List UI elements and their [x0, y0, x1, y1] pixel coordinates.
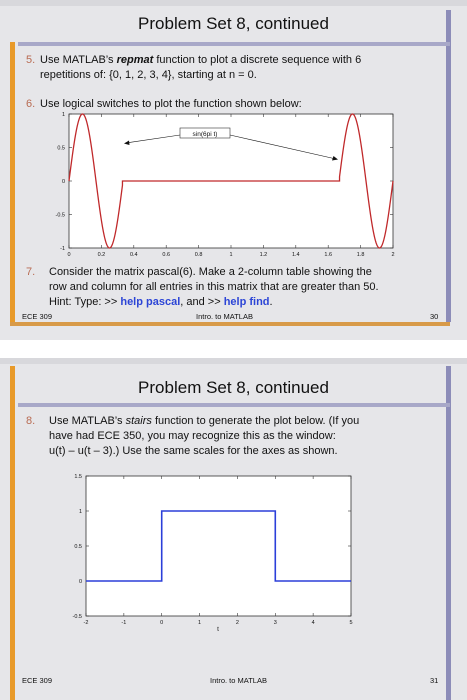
plot-area [85, 475, 352, 617]
x-tick-label: 0.2 [98, 252, 106, 258]
page-title: Problem Set 8, continued [138, 378, 329, 397]
footer-center: Intro. to MATLAB [210, 676, 267, 685]
stairs-plot: -2 -1 0 1 2 3 4 5 1.5 1 0.5 0 -0.5 t [73, 474, 353, 633]
item-number: 5. [26, 54, 36, 66]
item-text: Use MATLAB’s [40, 54, 117, 66]
hint-text: Hint: Type: >> [49, 296, 121, 308]
y-tick-label: 0.5 [74, 544, 82, 550]
page-number: 30 [430, 312, 439, 321]
item-emphasis: repmat [116, 54, 154, 66]
sine-plot: 0 0.2 0.4 0.6 0.8 1 1.2 1.4 1.6 1.8 2 10.50-0.5-1 … [56, 112, 395, 258]
x-tick-label: 5 [349, 620, 352, 626]
top-bar [0, 0, 467, 6]
x-tick-label: 1.8 [357, 252, 365, 258]
y-tick-label: 0 [62, 179, 65, 185]
item-7-line-3: Hint: Type: >> help pascal, and >> help … [49, 295, 273, 310]
accent-line-left [10, 366, 15, 700]
x-tick-label: 0 [160, 620, 163, 626]
slide-2: Problem Set 8, continued 8. Use MATLAB’s… [0, 358, 467, 700]
item-8-line-2: have had ECE 350, you may recognize this… [49, 430, 336, 442]
item-text: Use MATLAB’s [49, 415, 126, 427]
x-tick-label: 0.4 [130, 252, 138, 258]
item-text: function to generate the plot below. (If… [151, 415, 360, 427]
y-tick-label: 0.5 [57, 146, 65, 152]
item-6-line-1: Use logical switches to plot the functio… [40, 98, 302, 110]
item-7-line-2: row and column for all entries in this m… [49, 281, 379, 293]
item-emphasis: stairs [125, 415, 152, 427]
x-tick-label: 3 [274, 620, 277, 626]
accent-line-right [446, 366, 451, 700]
footer-center: Intro. to MATLAB [196, 312, 253, 321]
legend-label: sin(6pi t) [193, 131, 218, 138]
annotation-arrow-right [229, 134, 337, 160]
title-rule [18, 403, 450, 407]
item-5-line-1: Use MATLAB’s repmat function to plot a d… [40, 53, 361, 68]
x-tick-label: 1.6 [324, 252, 332, 258]
legend-box [179, 127, 231, 139]
item-text: function to plot a discrete sequence wit… [153, 54, 362, 66]
item-number: 7. [26, 266, 36, 278]
x-axis-label: t [217, 626, 219, 633]
x-tick-label: 0 [67, 252, 70, 258]
y-tick-label: -0.5 [56, 213, 65, 219]
hint-text: , and >> [180, 296, 224, 308]
accent-line-right [446, 10, 451, 322]
hint-text: . [269, 296, 273, 308]
x-tick-label: 1.2 [260, 252, 268, 258]
y-tick-label: 1 [62, 112, 65, 118]
title-rule [18, 42, 450, 46]
page-number: 31 [430, 676, 439, 685]
item-number: 6. [26, 98, 36, 110]
x-tick-label: 2 [391, 252, 394, 258]
item-7-line-1: Consider the matrix pascal(6). Make a 2-… [49, 266, 372, 278]
x-tick-label: 1 [198, 620, 201, 626]
item-8-line-3: u(t) – u(t – 3).) Use the same scales fo… [49, 445, 338, 457]
x-tick-label: 0.8 [195, 252, 203, 258]
y-ticks: 1 0.5 0 -0.5 -1 [56, 112, 393, 252]
x-tick-label: -1 [121, 620, 126, 626]
y-tick-label: -1 [60, 246, 65, 252]
x-tick-label: -2 [84, 620, 89, 626]
slide-1: Problem Set 8, continued 5. Use MATLAB’s… [0, 0, 467, 340]
item-number: 8. [26, 415, 36, 427]
x-tick-label: 0.6 [162, 252, 170, 258]
x-tick-label: 2 [236, 620, 239, 626]
command-help-pascal: help pascal [120, 296, 181, 308]
arrowhead-icon [124, 140, 130, 145]
y-tick-label: 1.5 [74, 474, 82, 480]
stairs-series-line [86, 510, 351, 582]
footer-left: ECE 309 [22, 312, 53, 321]
page-title: Problem Set 8, continued [138, 14, 329, 33]
x-tick-label: 1 [229, 252, 232, 258]
top-bar [0, 358, 467, 364]
y-tick-label: 1 [79, 509, 82, 515]
x-tick-label: 4 [312, 620, 315, 626]
footer-left: ECE 309 [22, 676, 53, 685]
item-5-line-2: repetitions of: {0, 1, 2, 3, 4}, startin… [40, 69, 257, 81]
x-ticks: -2 -1 0 1 2 3 4 5 [84, 476, 353, 626]
x-tick-label: 1.4 [292, 252, 300, 258]
accent-line-left [10, 42, 15, 326]
annotation-arrow-left [125, 134, 181, 144]
sine-series-line [68, 113, 394, 249]
y-tick-label: -0.5 [73, 614, 82, 620]
footer-rule [10, 322, 450, 326]
command-help-find: help find [223, 296, 270, 308]
arrowhead-icon [332, 156, 338, 161]
x-ticks: 0 0.2 0.4 0.6 0.8 1 1.2 1.4 1.6 1.8 2 [67, 114, 395, 258]
y-tick-label: 0 [79, 579, 82, 585]
item-8-line-1: Use MATLAB’s stairs function to generate… [49, 414, 359, 429]
